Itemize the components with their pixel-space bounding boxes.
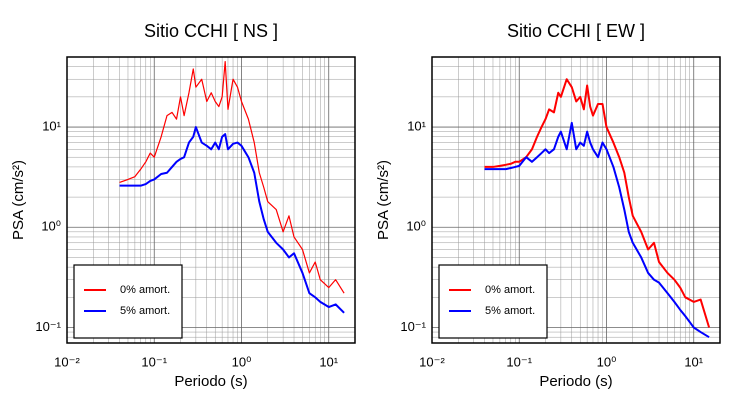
x-tick-label: 10⁻²	[54, 354, 80, 369]
series-line	[119, 126, 345, 314]
legend-label: 0% amort.	[485, 284, 535, 296]
chart-title: Sitio CCHI [ NS ]	[144, 21, 278, 41]
series-line	[484, 121, 710, 339]
legend-box	[438, 264, 548, 339]
x-tick-label: 10⁻¹	[506, 354, 532, 369]
y-tick-label: 10¹	[42, 118, 61, 133]
y-tick-label: 10¹	[407, 118, 426, 133]
x-tick-label: 10⁰	[597, 354, 617, 369]
x-tick-label: 10¹	[684, 354, 703, 369]
legend-label: 5% amort.	[485, 305, 535, 317]
y-axis-label: PSA (cm/s²)	[375, 160, 392, 240]
y-tick-label: 10⁰	[406, 219, 426, 234]
x-tick-label: 10⁻²	[419, 354, 445, 369]
y-axis-label: PSA (cm/s²)	[10, 160, 27, 240]
x-tick-label: 10⁰	[232, 354, 252, 369]
legend-label: 0% amort.	[120, 284, 170, 296]
plot-frame	[66, 56, 356, 344]
x-tick-label: 10⁻¹	[141, 354, 167, 369]
y-tick-label: 10⁻¹	[400, 319, 426, 334]
y-tick-label: 10⁻¹	[35, 319, 61, 334]
chart-title: Sitio CCHI [ EW ]	[507, 21, 645, 41]
x-tick-label: 10¹	[319, 354, 338, 369]
plot-frame	[431, 56, 721, 344]
y-tick-label: 10⁰	[41, 219, 61, 234]
x-axis-label: Periodo (s)	[174, 373, 247, 390]
x-axis-label: Periodo (s)	[539, 373, 612, 390]
legend-label: 5% amort.	[120, 305, 170, 317]
legend-box	[73, 264, 183, 339]
series-line	[119, 60, 345, 294]
